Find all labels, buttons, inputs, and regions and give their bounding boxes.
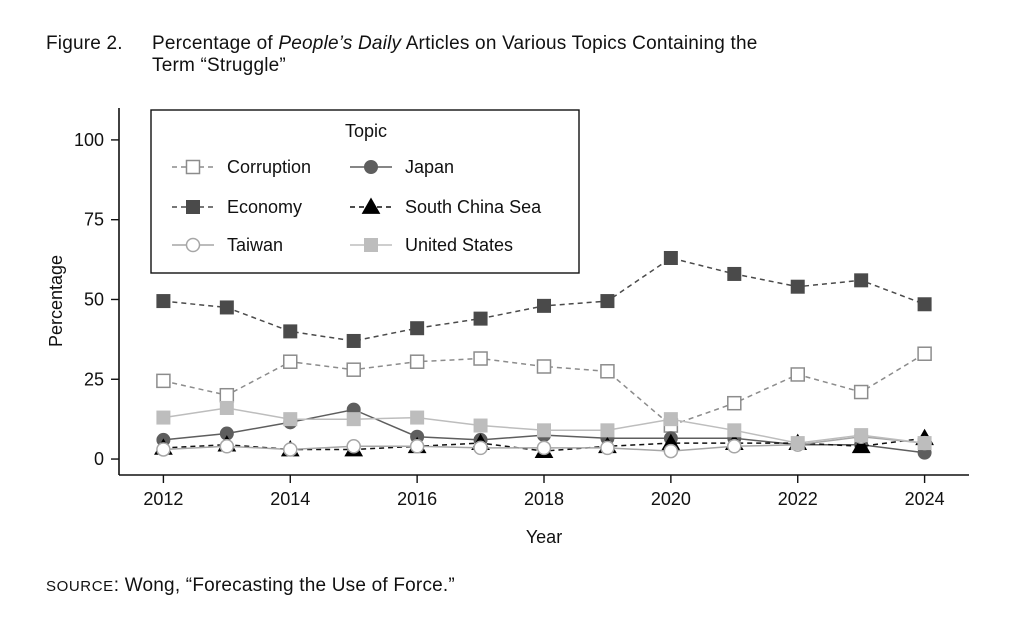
data-point-economy-2015 bbox=[346, 333, 361, 348]
data-point-economy-2020 bbox=[663, 250, 678, 265]
data-point-corruption-2022 bbox=[790, 367, 805, 382]
figure-caption: Figure 2. Percentage of People’s Daily Ar… bbox=[46, 33, 946, 77]
data-point-united-states-2021 bbox=[727, 423, 742, 438]
legend-marker-japan bbox=[364, 160, 378, 174]
data-point-corruption-2021 bbox=[727, 395, 742, 411]
data-point-united-states-2019 bbox=[600, 423, 615, 438]
data-point-taiwan-2018 bbox=[536, 440, 552, 456]
legend-marker-south-china-sea bbox=[361, 197, 381, 214]
figure-title-post: Articles on Various Topics Containing th… bbox=[405, 33, 758, 54]
data-point-south-china-sea-2023 bbox=[851, 436, 871, 454]
legend-label-south-china-sea: South China Sea bbox=[405, 197, 542, 217]
data-point-corruption-2018 bbox=[536, 359, 552, 374]
legend-item-corruption: Corruption bbox=[172, 157, 311, 177]
data-point-united-states-2016 bbox=[410, 410, 425, 425]
data-point-economy-2022 bbox=[790, 279, 805, 294]
x-tick-label-2014: 2014 bbox=[270, 489, 310, 509]
data-point-taiwan-2016 bbox=[409, 439, 425, 454]
y-tick-label-0: 0 bbox=[94, 449, 104, 469]
x-tick-label-2020: 2020 bbox=[651, 489, 691, 509]
legend-label-corruption: Corruption bbox=[227, 157, 311, 177]
data-point-corruption-2015 bbox=[346, 362, 361, 377]
source-text: : Wong, “Forecasting the Use of Force.” bbox=[113, 575, 455, 596]
series-united-states bbox=[156, 400, 932, 451]
data-point-taiwan-2017 bbox=[473, 440, 488, 456]
data-point-taiwan-2014 bbox=[283, 442, 298, 457]
x-tick-label-2012: 2012 bbox=[143, 489, 183, 509]
data-point-economy-2019 bbox=[600, 294, 615, 309]
data-point-economy-2014 bbox=[283, 324, 298, 339]
y-axis-label: Percentage bbox=[46, 255, 66, 347]
legend-item-taiwan: Taiwan bbox=[172, 235, 283, 255]
data-point-corruption-2019 bbox=[600, 364, 615, 379]
data-point-corruption-2024 bbox=[917, 346, 932, 361]
data-point-corruption-2012 bbox=[156, 373, 171, 389]
y-tick-label-25: 25 bbox=[84, 369, 104, 389]
x-tick-label-2018: 2018 bbox=[524, 489, 564, 509]
legend-item-south-china-sea: South China Sea bbox=[350, 197, 542, 217]
legend-label-japan: Japan bbox=[405, 157, 454, 177]
x-tick-label-2022: 2022 bbox=[778, 489, 818, 509]
figure-title-line2: Term “Struggle” bbox=[152, 55, 286, 76]
legend-title: Topic bbox=[345, 121, 387, 141]
y-tick-label-100: 100 bbox=[74, 130, 104, 150]
axes: 0 25 50 75 100 2012 2014 2016 2018 2020 2022 2024 bbox=[74, 108, 969, 509]
data-point-united-states-2015 bbox=[346, 412, 361, 427]
data-point-economy-2013 bbox=[219, 300, 234, 315]
series-economy bbox=[156, 250, 932, 348]
legend-item-economy: Economy bbox=[172, 197, 302, 217]
legend-label-economy: Economy bbox=[227, 197, 302, 217]
series-corruption bbox=[156, 346, 932, 433]
legend-marker-corruption bbox=[185, 159, 201, 175]
x-tick-label-2024: 2024 bbox=[905, 489, 945, 509]
data-point-economy-2021 bbox=[727, 266, 742, 281]
data-point-corruption-2014 bbox=[283, 354, 298, 369]
data-point-united-states-2022 bbox=[790, 436, 805, 451]
data-point-united-states-2014 bbox=[283, 412, 298, 427]
data-point-taiwan-2019 bbox=[600, 440, 615, 456]
legend-marker-united-states bbox=[364, 238, 378, 252]
data-point-economy-2024 bbox=[917, 297, 932, 312]
data-point-united-states-2023 bbox=[854, 428, 869, 443]
legend-marker-taiwan bbox=[185, 237, 201, 253]
legend-label-united-states: United States bbox=[405, 235, 513, 255]
data-point-united-states-2012 bbox=[156, 410, 171, 425]
legend-item-japan: Japan bbox=[350, 157, 454, 177]
x-tick-label-2016: 2016 bbox=[397, 489, 437, 509]
data-point-taiwan-2020 bbox=[663, 443, 679, 459]
legend: Topic Corruption Japan Economy South China S… bbox=[150, 109, 580, 274]
data-point-economy-2017 bbox=[473, 311, 488, 326]
data-point-taiwan-2021 bbox=[727, 439, 742, 454]
series-layer bbox=[154, 250, 934, 460]
figure-title-pre: Percentage of bbox=[152, 33, 273, 54]
data-point-economy-2012 bbox=[156, 294, 171, 309]
y-tick-label-50: 50 bbox=[84, 289, 104, 309]
data-point-united-states-2018 bbox=[537, 423, 551, 438]
data-point-economy-2018 bbox=[537, 298, 551, 313]
data-point-corruption-2013 bbox=[219, 387, 235, 403]
data-point-united-states-2017 bbox=[473, 418, 488, 433]
y-tick-label-75: 75 bbox=[84, 210, 104, 230]
data-point-united-states-2024 bbox=[917, 436, 932, 451]
data-point-economy-2023 bbox=[854, 273, 869, 288]
figure-label: Figure 2. bbox=[46, 33, 123, 54]
source-note: SOURCE: Wong, “Forecasting the Use of Fo… bbox=[46, 575, 455, 597]
data-point-taiwan-2015 bbox=[346, 439, 361, 454]
data-point-corruption-2016 bbox=[409, 354, 425, 369]
data-point-corruption-2023 bbox=[853, 384, 869, 400]
x-axis-label: Year bbox=[526, 527, 562, 547]
data-point-taiwan-2012 bbox=[156, 442, 171, 457]
legend-marker-economy bbox=[186, 200, 200, 214]
data-point-corruption-2017 bbox=[473, 351, 488, 366]
legend-item-united-states: United States bbox=[350, 235, 513, 255]
data-point-united-states-2013 bbox=[219, 400, 234, 415]
figure-title-italic: People’s Daily bbox=[278, 33, 402, 54]
data-point-taiwan-2013 bbox=[219, 439, 235, 454]
data-point-united-states-2020 bbox=[663, 412, 678, 427]
data-point-economy-2016 bbox=[410, 321, 425, 336]
source-label: SOURCE bbox=[46, 578, 114, 595]
legend-label-taiwan: Taiwan bbox=[227, 235, 283, 255]
